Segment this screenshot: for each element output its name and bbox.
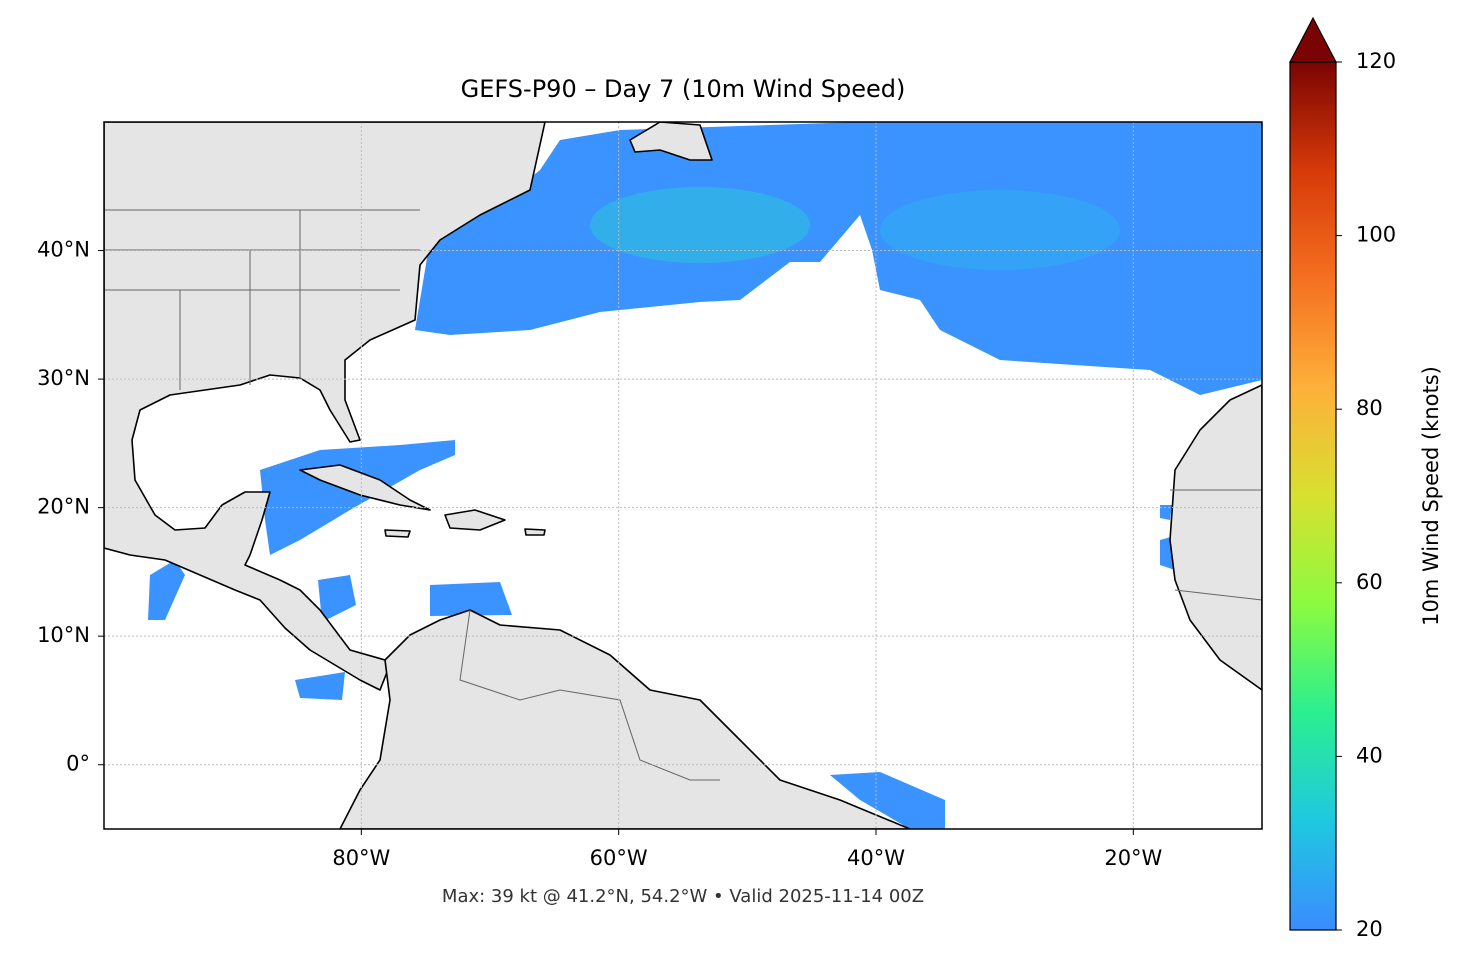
- wind-area: [295, 672, 345, 700]
- gridlines: [104, 122, 1262, 829]
- land-south-america: [339, 609, 911, 829]
- borders: [104, 209, 1262, 781]
- map: [104, 122, 1262, 829]
- x-tick-label: 80°W: [332, 846, 390, 870]
- wind-area: [415, 122, 1262, 395]
- footnote: Max: 39 kt @ 41.2°N, 54.2°W • Valid 2025…: [442, 886, 924, 907]
- wind-area: [1160, 505, 1172, 520]
- land-jamaica: [384, 529, 411, 538]
- colorbar-extend: [1289, 16, 1337, 63]
- colorbar-tick-label: 80: [1356, 396, 1383, 420]
- colorbar: [1289, 61, 1337, 931]
- wind-area: [430, 582, 512, 616]
- land-africa: [1169, 384, 1262, 691]
- land-cuba: [299, 464, 431, 511]
- colorbar-tick-label: 100: [1356, 223, 1396, 247]
- chart-title: GEFS-P90 – Day 7 (10m Wind Speed): [461, 75, 906, 103]
- land-north-america: [104, 122, 546, 691]
- x-tick-label: 20°W: [1104, 846, 1162, 870]
- y-tick-label: 0°: [66, 752, 90, 776]
- colorbar-label: 10m Wind Speed (knots): [1419, 366, 1443, 626]
- land-puerto-rico: [524, 528, 546, 536]
- colorbar-tick-label: 40: [1356, 743, 1383, 767]
- colorbar-tick-label: 60: [1356, 570, 1383, 594]
- wind-area: [148, 560, 185, 620]
- wind-area: [590, 187, 810, 263]
- land-hispaniola: [444, 509, 506, 531]
- wind-area: [830, 772, 945, 829]
- wind-area: [318, 575, 356, 622]
- y-tick-label: 40°N: [37, 238, 90, 262]
- y-tick-label: 30°N: [37, 366, 90, 390]
- x-tick-label: 60°W: [590, 846, 648, 870]
- wind-area: [880, 190, 1120, 270]
- y-tick-label: 20°N: [37, 495, 90, 519]
- y-tick-label: 10°N: [37, 623, 90, 647]
- colorbar-tick-label: 120: [1356, 49, 1396, 73]
- x-tick-label: 40°W: [847, 846, 905, 870]
- colorbar-tick-label: 20: [1356, 917, 1383, 941]
- map-frame: [103, 121, 1263, 830]
